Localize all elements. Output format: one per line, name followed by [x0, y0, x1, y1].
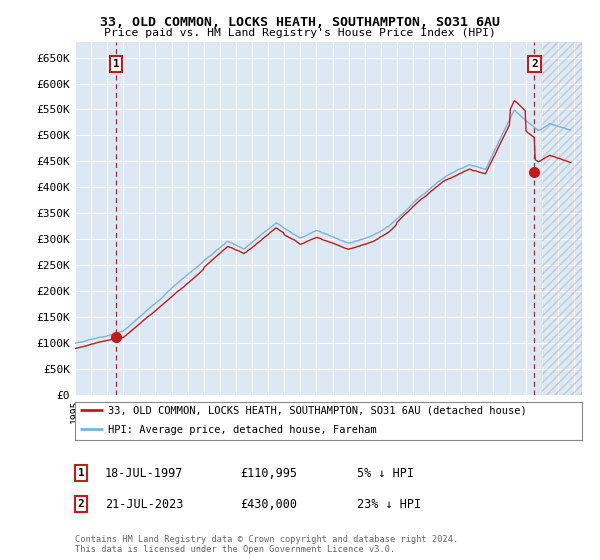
Text: 33, OLD COMMON, LOCKS HEATH, SOUTHAMPTON, SO31 6AU (detached house): 33, OLD COMMON, LOCKS HEATH, SOUTHAMPTON… — [108, 405, 527, 416]
Text: 33, OLD COMMON, LOCKS HEATH, SOUTHAMPTON, SO31 6AU: 33, OLD COMMON, LOCKS HEATH, SOUTHAMPTON… — [100, 16, 500, 29]
Text: 1: 1 — [113, 59, 119, 69]
Text: 23% ↓ HPI: 23% ↓ HPI — [357, 497, 421, 511]
Text: 18-JUL-1997: 18-JUL-1997 — [105, 466, 184, 480]
Text: 1: 1 — [77, 468, 85, 478]
Text: 5% ↓ HPI: 5% ↓ HPI — [357, 466, 414, 480]
Text: £430,000: £430,000 — [240, 497, 297, 511]
Text: 2: 2 — [531, 59, 538, 69]
Text: 2: 2 — [77, 499, 85, 509]
Text: Contains HM Land Registry data © Crown copyright and database right 2024.
This d: Contains HM Land Registry data © Crown c… — [75, 535, 458, 554]
Text: £110,995: £110,995 — [240, 466, 297, 480]
Text: Price paid vs. HM Land Registry's House Price Index (HPI): Price paid vs. HM Land Registry's House … — [104, 28, 496, 38]
Text: 21-JUL-2023: 21-JUL-2023 — [105, 497, 184, 511]
Text: HPI: Average price, detached house, Fareham: HPI: Average price, detached house, Fare… — [108, 424, 377, 435]
